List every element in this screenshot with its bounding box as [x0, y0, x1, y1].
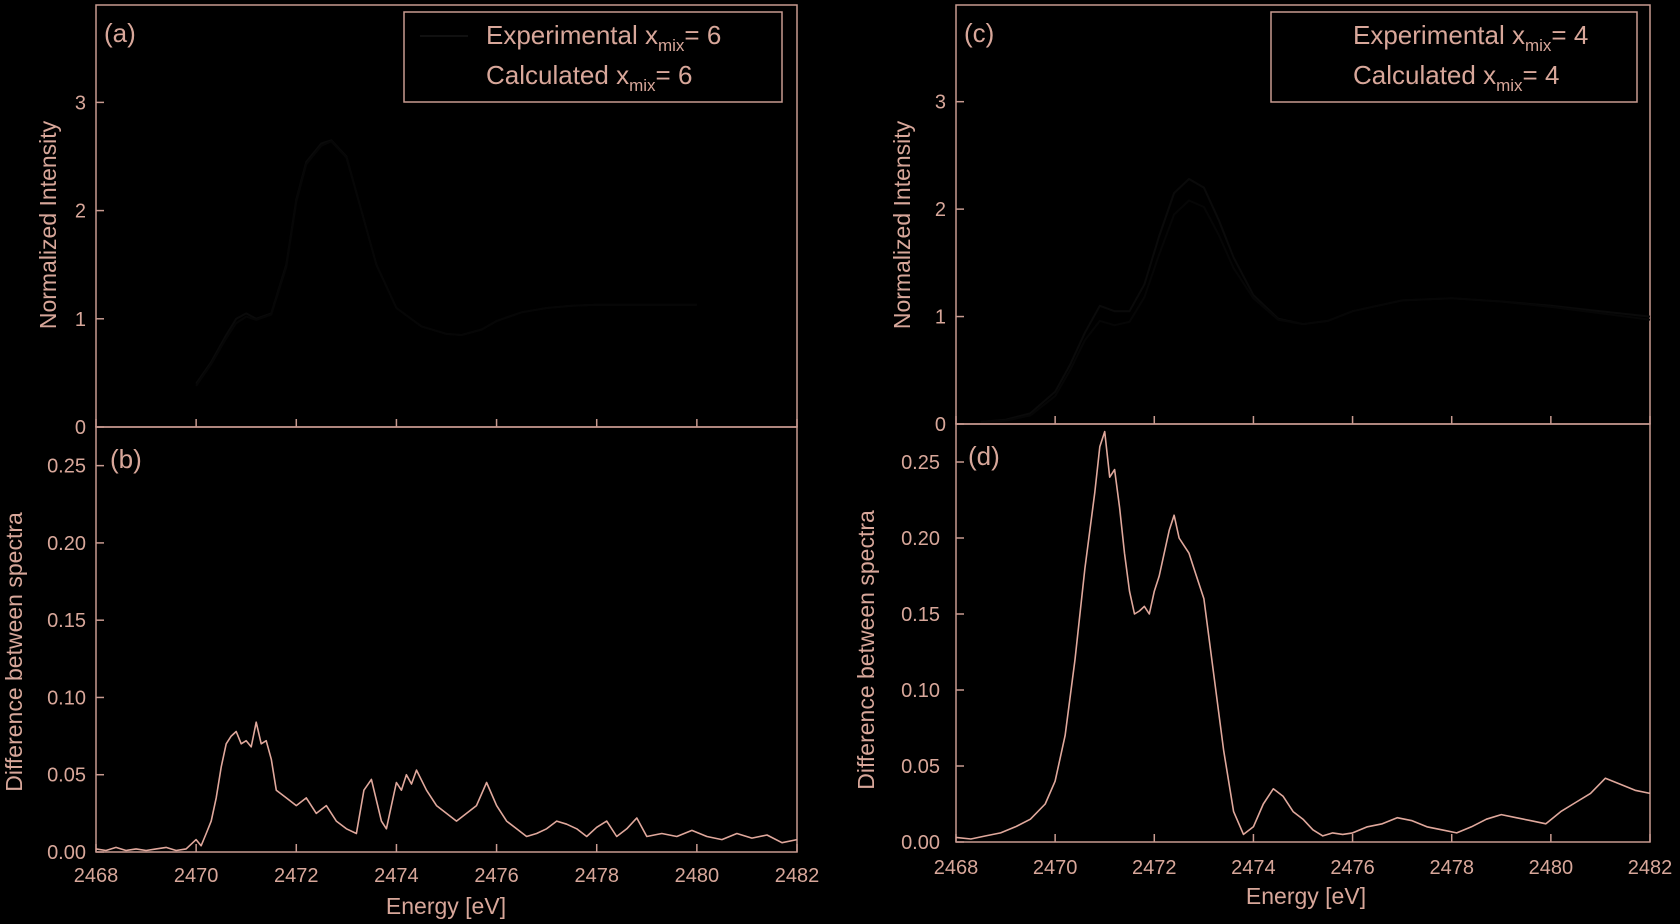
panel-a-series-calculated-line [195, 140, 697, 387]
panel-c-legend: Experimental xmix= 4 Calculated xmix= 4 [1270, 11, 1638, 103]
panel-b-letter: (b) [110, 444, 142, 474]
panel-c-y-tick-label: 3 [935, 92, 946, 114]
panel-d-x-tick-label: 2472 [1132, 857, 1177, 879]
panel-a-y-tick-label: 0 [75, 417, 86, 439]
legend-a-experimental-subscript: mix [658, 36, 685, 55]
panel-d-y-tick-label: 0.25 [901, 452, 940, 474]
panel-b-x-tick-label: 2476 [474, 865, 519, 887]
panel-a-legend-box [403, 11, 783, 103]
panel-d-x-tick-label: 2476 [1330, 857, 1375, 879]
panel-b-y-tick-label: 0.10 [47, 687, 86, 709]
panel-d-x-tick-label: 2474 [1231, 857, 1276, 879]
legend-c-calculated-subscript: mix [1496, 76, 1523, 95]
panel-d-y-tick-label: 0.00 [901, 832, 940, 854]
panel-d-x-tick-label: 2478 [1429, 857, 1474, 879]
panel-d-x-tick-label: 2468 [934, 857, 979, 879]
panel-b-x-tick-label: 2482 [775, 865, 820, 887]
panel-c-y-axis-title: Normalized Intensity [889, 120, 915, 329]
legend-c-experimental-prefix: Experimental x [1353, 20, 1525, 50]
panel-d-series-difference-line [955, 430, 1651, 840]
legend-a-experimental-prefix: Experimental x [486, 20, 658, 50]
legend-a-experimental: Experimental xmix= 6 [486, 20, 721, 55]
panel-a-y-axis-title: Normalized Intensity [35, 120, 61, 329]
panel-d-x-tick-label: 2482 [1628, 857, 1673, 879]
panel-b-series-difference-line [95, 721, 798, 852]
panel-a-legend: Experimental xmix= 6 Calculated xmix= 6 [403, 11, 783, 103]
legend-c-calculated-value: = 4 [1523, 60, 1560, 90]
panel-d-x-tick-label: 2470 [1033, 857, 1078, 879]
panel-d-y-tick-label: 0.05 [901, 756, 940, 778]
panel-a-y-tick-label: 3 [75, 92, 86, 114]
panel-b-x-tick-label: 2472 [274, 865, 319, 887]
panel-a-y-tick-label: 2 [75, 201, 86, 223]
panel-d-letter: (d) [968, 441, 1000, 471]
panel-b-frame [95, 426, 798, 853]
panel-a-letter: (a) [104, 18, 136, 48]
panel-c-series-calculated-line [980, 199, 1651, 423]
panel-d-y-tick-label: 0.10 [901, 680, 940, 702]
panel-d-frame [955, 423, 1651, 843]
panel-b-x-tick-label: 2468 [74, 865, 119, 887]
panel-c-legend-box [1270, 11, 1638, 103]
panel-b-y-axis-title: Difference between spectra [1, 512, 27, 792]
legend-a-calculated-prefix: Calculated x [486, 60, 629, 90]
legend-a-calculated: Calculated xmix= 6 [486, 60, 692, 95]
panel-b-y-tick-label: 0.20 [47, 533, 86, 555]
legend-c-experimental-subscript: mix [1525, 36, 1552, 55]
legend-a-calculated-value: = 6 [656, 60, 693, 90]
left-x-axis-title: Energy [eV] [386, 893, 506, 919]
panel-b-x-tick-label: 2478 [574, 865, 619, 887]
legend-c-calculated: Calculated xmix= 4 [1353, 60, 1559, 95]
panel-b-x-tick-label: 2474 [374, 865, 419, 887]
panel-c-y-tick-label: 1 [935, 307, 946, 329]
panel-b-y-tick-label: 0.15 [47, 610, 86, 632]
legend-c-experimental-value: = 4 [1551, 20, 1588, 50]
legend-c-calculated-prefix: Calculated x [1353, 60, 1496, 90]
panel-b-y-tick-label: 0.25 [47, 456, 86, 478]
panel-d-y-axis-title: Difference between spectra [853, 510, 879, 790]
panel-d-x-tick-label: 2480 [1529, 857, 1574, 879]
panel-c-y-tick-label: 0 [935, 414, 946, 436]
panel-b-x-tick-label: 2470 [174, 865, 219, 887]
panel-b-x-tick-label: 2480 [675, 865, 720, 887]
legend-c-experimental: Experimental xmix= 4 [1353, 20, 1588, 55]
panel-c-y-tick-label: 2 [935, 199, 946, 221]
panel-c-letter: (c) [964, 18, 994, 48]
right-x-axis-title: Energy [eV] [1246, 883, 1366, 909]
panel-b-y-tick-label: 0.00 [47, 842, 86, 864]
panel-d-y-tick-label: 0.20 [901, 528, 940, 550]
legend-a-calculated-subscript: mix [629, 76, 656, 95]
panel-a-y-tick-label: 1 [75, 309, 86, 331]
panel-b-y-tick-label: 0.05 [47, 765, 86, 787]
legend-a-experimental-value: = 6 [684, 20, 721, 50]
chart-marks: 0 1 2 3 0.00 0.05 0.10 0.15 0.20 0.25 2468 2470 2472… [47, 92, 1672, 887]
panel-d-y-tick-label: 0.15 [901, 604, 940, 626]
